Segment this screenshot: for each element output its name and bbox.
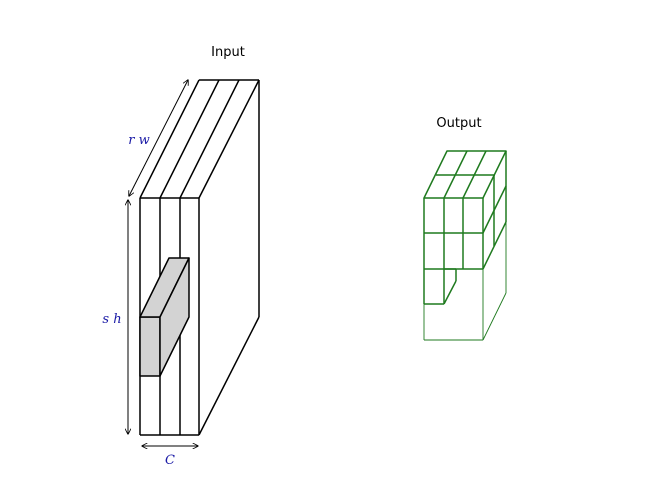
output-tensor — [423, 150, 507, 305]
width-dimension-arrow — [129, 80, 188, 196]
height-label: s h — [102, 312, 121, 327]
input-patch — [139, 257, 190, 377]
output-side-grid-3 — [482, 221, 507, 270]
output-side-grid-2 — [482, 185, 507, 234]
input-dimensions — [128, 80, 198, 446]
input-tensor — [139, 79, 260, 436]
output-outline-side-bottom — [482, 292, 507, 341]
output-title: Output — [436, 116, 481, 131]
input-top-diagonal-4 — [198, 79, 260, 199]
input-side-bottom-diagonal — [198, 316, 260, 436]
width-label: r w — [128, 133, 149, 148]
patch-front-face — [139, 316, 161, 377]
channels-label: C — [165, 453, 175, 468]
patch-side-face — [159, 257, 190, 377]
input-top-diagonal-3 — [179, 79, 240, 199]
output-partial-cube-side-diagonal — [443, 280, 457, 305]
output-volume-outline — [423, 222, 507, 341]
input-title: Input — [211, 45, 245, 60]
